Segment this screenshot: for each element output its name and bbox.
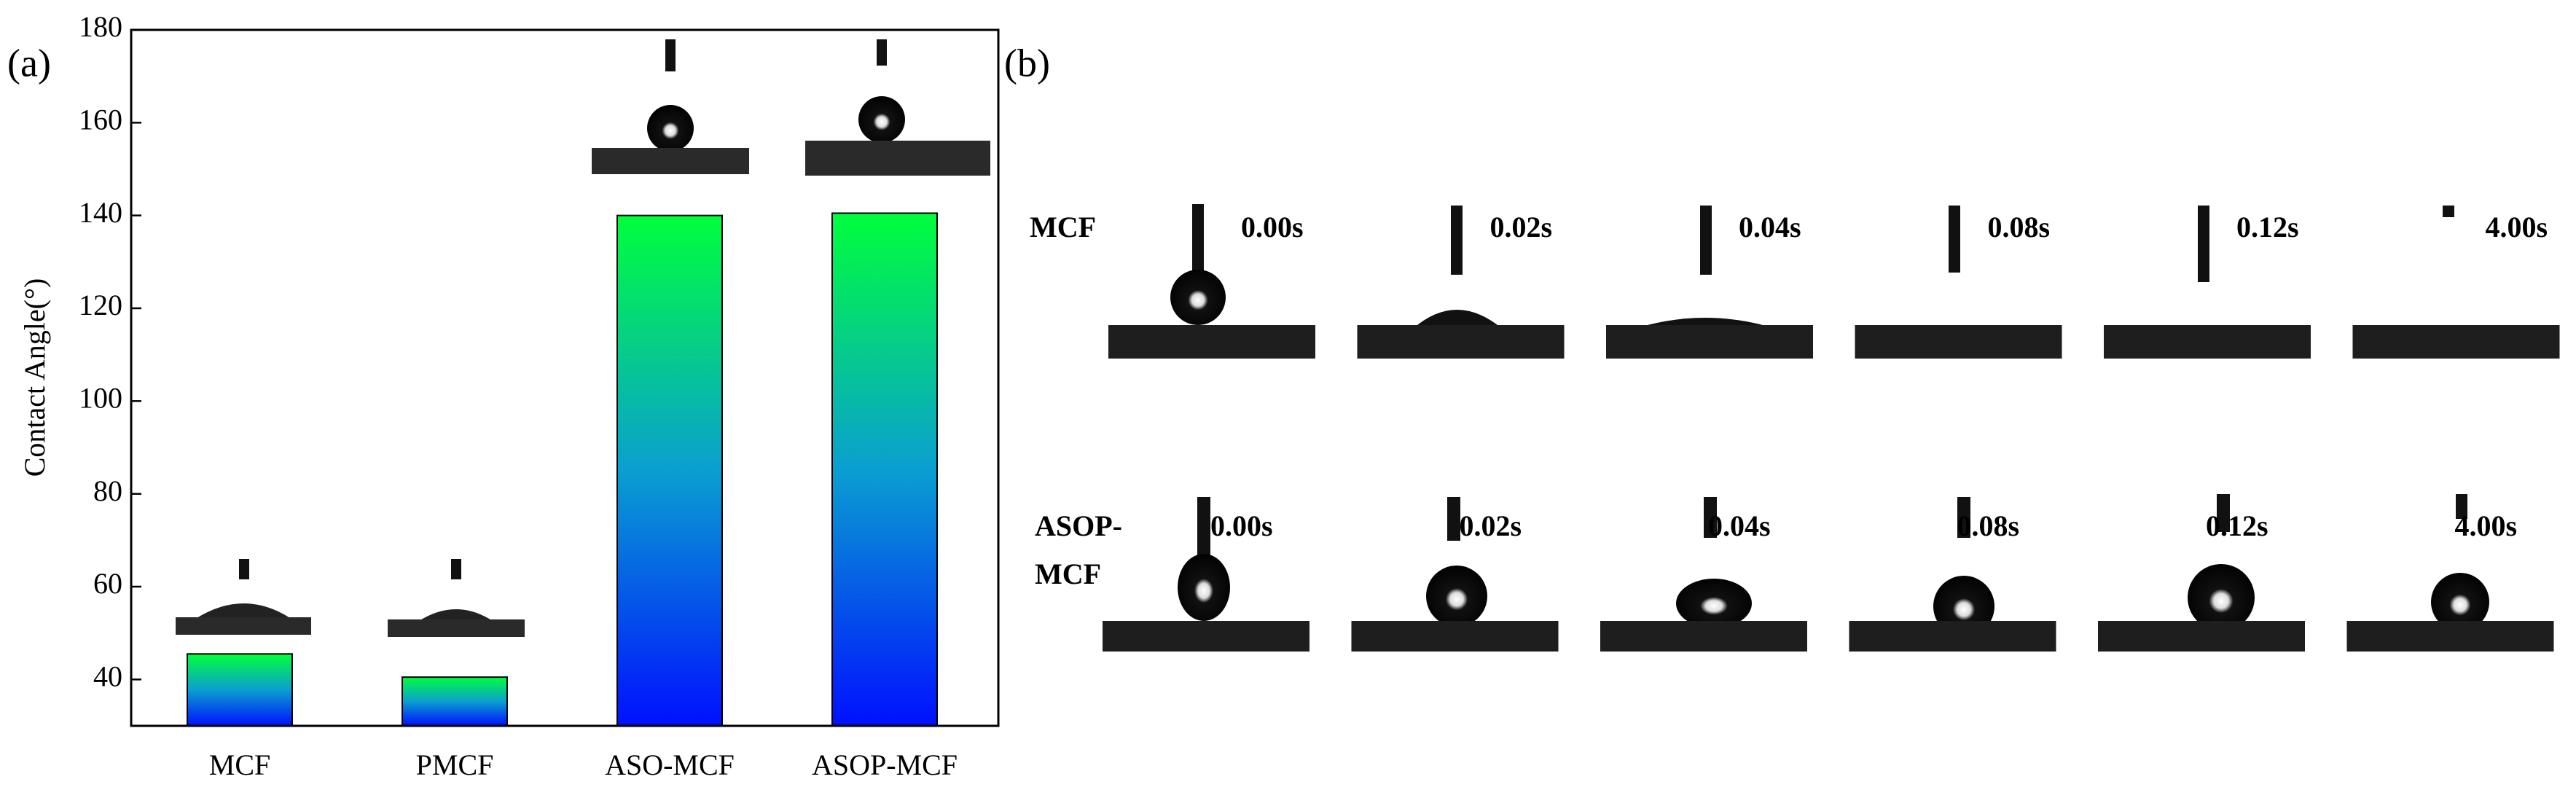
bar	[402, 676, 508, 727]
substrate	[2098, 621, 2305, 652]
droplet	[647, 105, 694, 152]
row-label: ASOP-	[1035, 509, 1122, 542]
substrate	[1103, 621, 1309, 652]
time-label: 0.02s	[1490, 211, 1553, 243]
x-tick-label: ASO-MCF	[605, 748, 735, 781]
needle	[1192, 204, 1204, 277]
substrate	[805, 141, 990, 176]
needle	[1704, 497, 1717, 538]
needle	[239, 559, 249, 579]
droplet	[1178, 554, 1230, 621]
time-label: 0.02s	[1460, 509, 1522, 542]
substrate	[592, 148, 749, 174]
time-label: 4.00s	[2455, 509, 2518, 542]
y-tick-label: 100	[79, 382, 122, 415]
droplet	[1170, 270, 1226, 325]
substrate	[1357, 325, 1565, 359]
x-tick-label: MCF	[209, 748, 271, 781]
time-label: 0.08s	[1957, 509, 2020, 542]
bar	[187, 653, 293, 727]
needle	[451, 559, 461, 579]
y-axis-label: Contact Angle(°)	[18, 278, 51, 477]
needle	[1447, 497, 1460, 541]
y-tick-label: 140	[79, 196, 122, 229]
needle	[1197, 497, 1210, 557]
x-tick-label: ASOP-MCF	[812, 748, 958, 781]
droplet	[2431, 573, 2489, 631]
needle	[877, 39, 887, 66]
x-tick-label: PMCF	[416, 748, 494, 781]
needle	[665, 39, 676, 71]
panel-label: (b)	[1004, 41, 1050, 85]
substrate	[176, 617, 311, 635]
droplet	[419, 609, 493, 621]
substrate	[2346, 621, 2554, 652]
substrate	[1600, 621, 1807, 652]
panel-label: (a)	[7, 41, 51, 85]
bar	[616, 214, 723, 727]
droplet	[858, 96, 905, 143]
droplet	[2188, 564, 2255, 631]
needle	[1451, 206, 1463, 275]
y-tick-label: 120	[79, 289, 122, 321]
plot-frame	[130, 28, 1000, 727]
time-label: 0.00s	[1241, 211, 1304, 243]
needle	[2443, 206, 2454, 217]
y-tick-label: 60	[93, 567, 122, 600]
droplet-photos	[1170, 204, 2489, 637]
substrate	[2104, 325, 2311, 359]
substrate	[1606, 325, 1813, 359]
time-label: 0.12s	[2236, 211, 2299, 243]
needle	[1949, 206, 1960, 273]
row-label: MCF	[1035, 558, 1101, 590]
y-tick-label: 160	[79, 103, 122, 136]
needle	[2217, 494, 2230, 532]
needle	[2456, 494, 2467, 519]
time-label: 0.00s	[1210, 509, 1273, 542]
substrate	[1351, 621, 1559, 652]
y-tick-label: 80	[93, 474, 122, 507]
droplet	[1414, 310, 1501, 328]
needle	[2198, 206, 2209, 282]
substrate	[2352, 325, 2560, 359]
needle	[1957, 497, 1970, 538]
needle	[1700, 206, 1712, 275]
substrate	[1108, 325, 1315, 359]
substrate	[1855, 325, 2062, 359]
time-label: 0.04s	[1708, 509, 1771, 542]
droplet	[1426, 566, 1487, 627]
time-label: 4.00s	[2486, 211, 2548, 243]
time-label: 0.08s	[1988, 211, 2051, 243]
time-label: 0.12s	[2206, 509, 2268, 542]
row-label: MCF	[1030, 211, 1096, 243]
y-tick-label: 40	[93, 660, 122, 693]
droplet	[1676, 579, 1752, 628]
substrate	[1849, 621, 2056, 652]
droplet	[197, 603, 290, 618]
y-tick-label: 180	[79, 10, 122, 43]
inset-images	[176, 39, 990, 637]
substrate	[388, 619, 525, 637]
bar	[831, 212, 938, 727]
time-label: 0.04s	[1739, 211, 1801, 243]
